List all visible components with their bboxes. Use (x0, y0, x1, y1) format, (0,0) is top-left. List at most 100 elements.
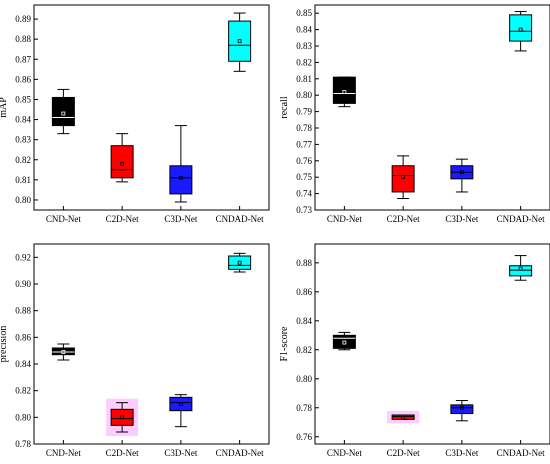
box-c2d-net (110, 133, 134, 183)
y-tick-label: 0.83 (296, 41, 312, 51)
y-tick-label: 0.84 (15, 359, 31, 369)
iqr-box (509, 265, 533, 277)
y-tick-label: 0.92 (15, 252, 31, 262)
plot-frame (314, 4, 550, 211)
y-tick-label: 0.80 (15, 195, 31, 205)
iqr-box (391, 414, 415, 420)
box-c3d-net (169, 125, 193, 203)
x-tick-label: CND-Net (327, 214, 362, 224)
y-tick-label: 0.74 (296, 189, 312, 199)
y-tick-label: 0.78 (296, 123, 312, 133)
iqr-box (51, 347, 75, 356)
iqr-box (228, 20, 252, 62)
y-tick-label: 0.82 (296, 345, 312, 355)
y-tick-label: 0.81 (296, 74, 312, 84)
box-cndad-net (509, 11, 533, 52)
mean-marker (178, 175, 183, 180)
box-c3d-net (450, 400, 474, 422)
y-tick-label: 0.84 (15, 115, 31, 125)
box-cnd-net (332, 76, 356, 108)
box-cndad-net (509, 255, 533, 281)
x-tick-label: CNDAD-Net (216, 214, 264, 224)
y-axis-title: recall (279, 96, 290, 118)
x-tick-label: CNDAD-Net (497, 448, 545, 458)
y-tick-label: 0.76 (296, 156, 312, 166)
plot-frame (33, 4, 270, 211)
y-tick-label: 0.88 (15, 34, 31, 44)
y-tick-label: 0.85 (296, 8, 312, 18)
y-tick-label: 0.77 (296, 139, 312, 149)
plot-frame (33, 243, 270, 445)
x-tick-label: C3D-Net (445, 448, 478, 458)
x-tick-label: C3D-Net (164, 448, 197, 458)
chart-panel-3: 0.76 0.78 0.80 0.82 0.84 0.86 0.88 F1-score CND-… (279, 243, 550, 458)
y-tick-label: 0.81 (15, 175, 31, 185)
y-tick-label: 0.90 (15, 279, 31, 289)
y-tick-label: 0.79 (296, 107, 312, 117)
plot-frame (314, 243, 550, 445)
y-tick-label: 0.78 (15, 439, 31, 449)
y-tick-label: 0.88 (15, 306, 31, 316)
chart-panel-1: 0.73 0.74 0.75 0.76 0.77 0.78 0.79 0.80 0.81 0.82… (279, 4, 550, 224)
box-cndad-net (228, 12, 252, 72)
y-tick-label: 0.82 (15, 155, 31, 165)
x-tick-label: CNDAD-Net (497, 214, 545, 224)
iqr-box (169, 396, 193, 412)
mean-marker (178, 402, 183, 406)
box-cndad-net (228, 252, 252, 273)
y-tick-label: 0.86 (15, 332, 31, 342)
mean-marker (459, 405, 464, 410)
box-c2d-net (391, 155, 415, 200)
y-axis-title: precision (0, 326, 9, 363)
mean-marker (401, 175, 406, 180)
x-tick-label: CND-Net (46, 448, 81, 458)
mean-marker (401, 416, 406, 420)
y-tick-label: 0.80 (296, 90, 312, 100)
mean-marker (120, 415, 125, 420)
box-cnd-net (51, 88, 75, 135)
y-tick-label: 0.87 (15, 54, 31, 64)
y-tick-label: 0.83 (15, 135, 31, 145)
x-tick-label: CND-Net (327, 448, 362, 458)
mean-marker (518, 266, 523, 271)
y-tick-label: 0.73 (296, 205, 312, 215)
iqr-box (332, 334, 356, 349)
x-tick-label: C2D-Net (387, 448, 420, 458)
mean-marker (459, 170, 464, 175)
y-tick-label: 0.86 (296, 287, 312, 297)
iqr-box (228, 255, 252, 270)
iqr-box (110, 145, 134, 179)
box-c2d-net (387, 411, 420, 424)
x-tick-label: C3D-Net (445, 214, 478, 224)
y-tick-label: 0.82 (15, 386, 31, 396)
y-axis-title: F1-score (279, 326, 290, 362)
box-cnd-net (332, 331, 356, 351)
y-tick-label: 0.78 (296, 403, 312, 413)
iqr-box (51, 96, 75, 127)
mean-marker (120, 161, 125, 166)
box-c3d-net (450, 158, 474, 193)
y-tick-label: 0.84 (296, 25, 312, 35)
box-c3d-net (169, 394, 193, 428)
y-tick-label: 0.89 (15, 14, 31, 24)
y-tick-label: 0.84 (296, 316, 312, 326)
x-tick-label: C3D-Net (164, 214, 197, 224)
y-tick-label: 0.76 (296, 432, 312, 442)
iqr-box (169, 165, 193, 195)
mean-marker (237, 39, 242, 44)
x-tick-label: C2D-Net (387, 214, 420, 224)
x-tick-label: C2D-Net (106, 448, 139, 458)
y-tick-label: 0.80 (15, 412, 31, 422)
y-tick-label: 0.80 (296, 374, 312, 384)
mean-marker (342, 340, 347, 345)
y-tick-label: 0.85 (15, 94, 31, 104)
y-axis-title: mAP (0, 97, 9, 118)
chart-panel-0: 0.80 0.81 0.82 0.83 0.84 0.85 0.86 0.87 0.88 0.89… (0, 4, 270, 224)
x-tick-label: CND-Net (46, 214, 81, 224)
mean-marker (342, 90, 347, 94)
mean-marker (518, 27, 523, 32)
x-tick-label: C2D-Net (106, 214, 139, 224)
chart-panel-2: 0.78 0.80 0.82 0.84 0.86 0.88 0.90 0.92 precisio… (0, 243, 270, 458)
box-c2d-net (106, 398, 139, 436)
